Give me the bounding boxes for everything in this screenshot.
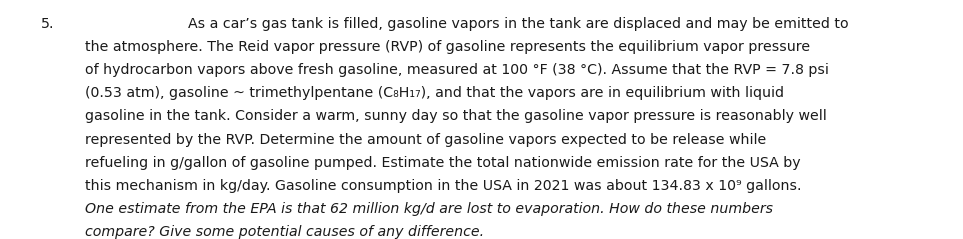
Text: compare? Give some potential causes of any difference.: compare? Give some potential causes of a… — [85, 225, 483, 239]
Text: refueling in g/gallon of gasoline pumped. Estimate the total nationwide emission: refueling in g/gallon of gasoline pumped… — [85, 156, 800, 170]
Text: As a car’s gas tank is filled, gasoline vapors in the tank are displaced and may: As a car’s gas tank is filled, gasoline … — [188, 17, 848, 31]
Text: this mechanism in kg/day. Gasoline consumption in the USA in 2021 was about 134.: this mechanism in kg/day. Gasoline consu… — [85, 179, 801, 193]
Text: represented by the RVP. Determine the amount of gasoline vapors expected to be r: represented by the RVP. Determine the am… — [85, 133, 766, 147]
Text: 5.: 5. — [40, 17, 54, 31]
Text: One estimate from the EPA is that 62 million kg/d are lost to evaporation. How d: One estimate from the EPA is that 62 mil… — [85, 202, 772, 216]
Text: of hydrocarbon vapors above fresh gasoline, measured at 100 °F (38 °C). Assume t: of hydrocarbon vapors above fresh gasoli… — [85, 63, 828, 77]
Text: the atmosphere. The Reid vapor pressure (RVP) of gasoline represents the equilib: the atmosphere. The Reid vapor pressure … — [85, 40, 810, 54]
Text: gasoline in the tank. Consider a warm, sunny day so that the gasoline vapor pres: gasoline in the tank. Consider a warm, s… — [85, 109, 826, 124]
Text: (0.53 atm), gasoline ~ trimethylpentane (C₈H₁₇), and that the vapors are in equi: (0.53 atm), gasoline ~ trimethylpentane … — [85, 86, 784, 100]
